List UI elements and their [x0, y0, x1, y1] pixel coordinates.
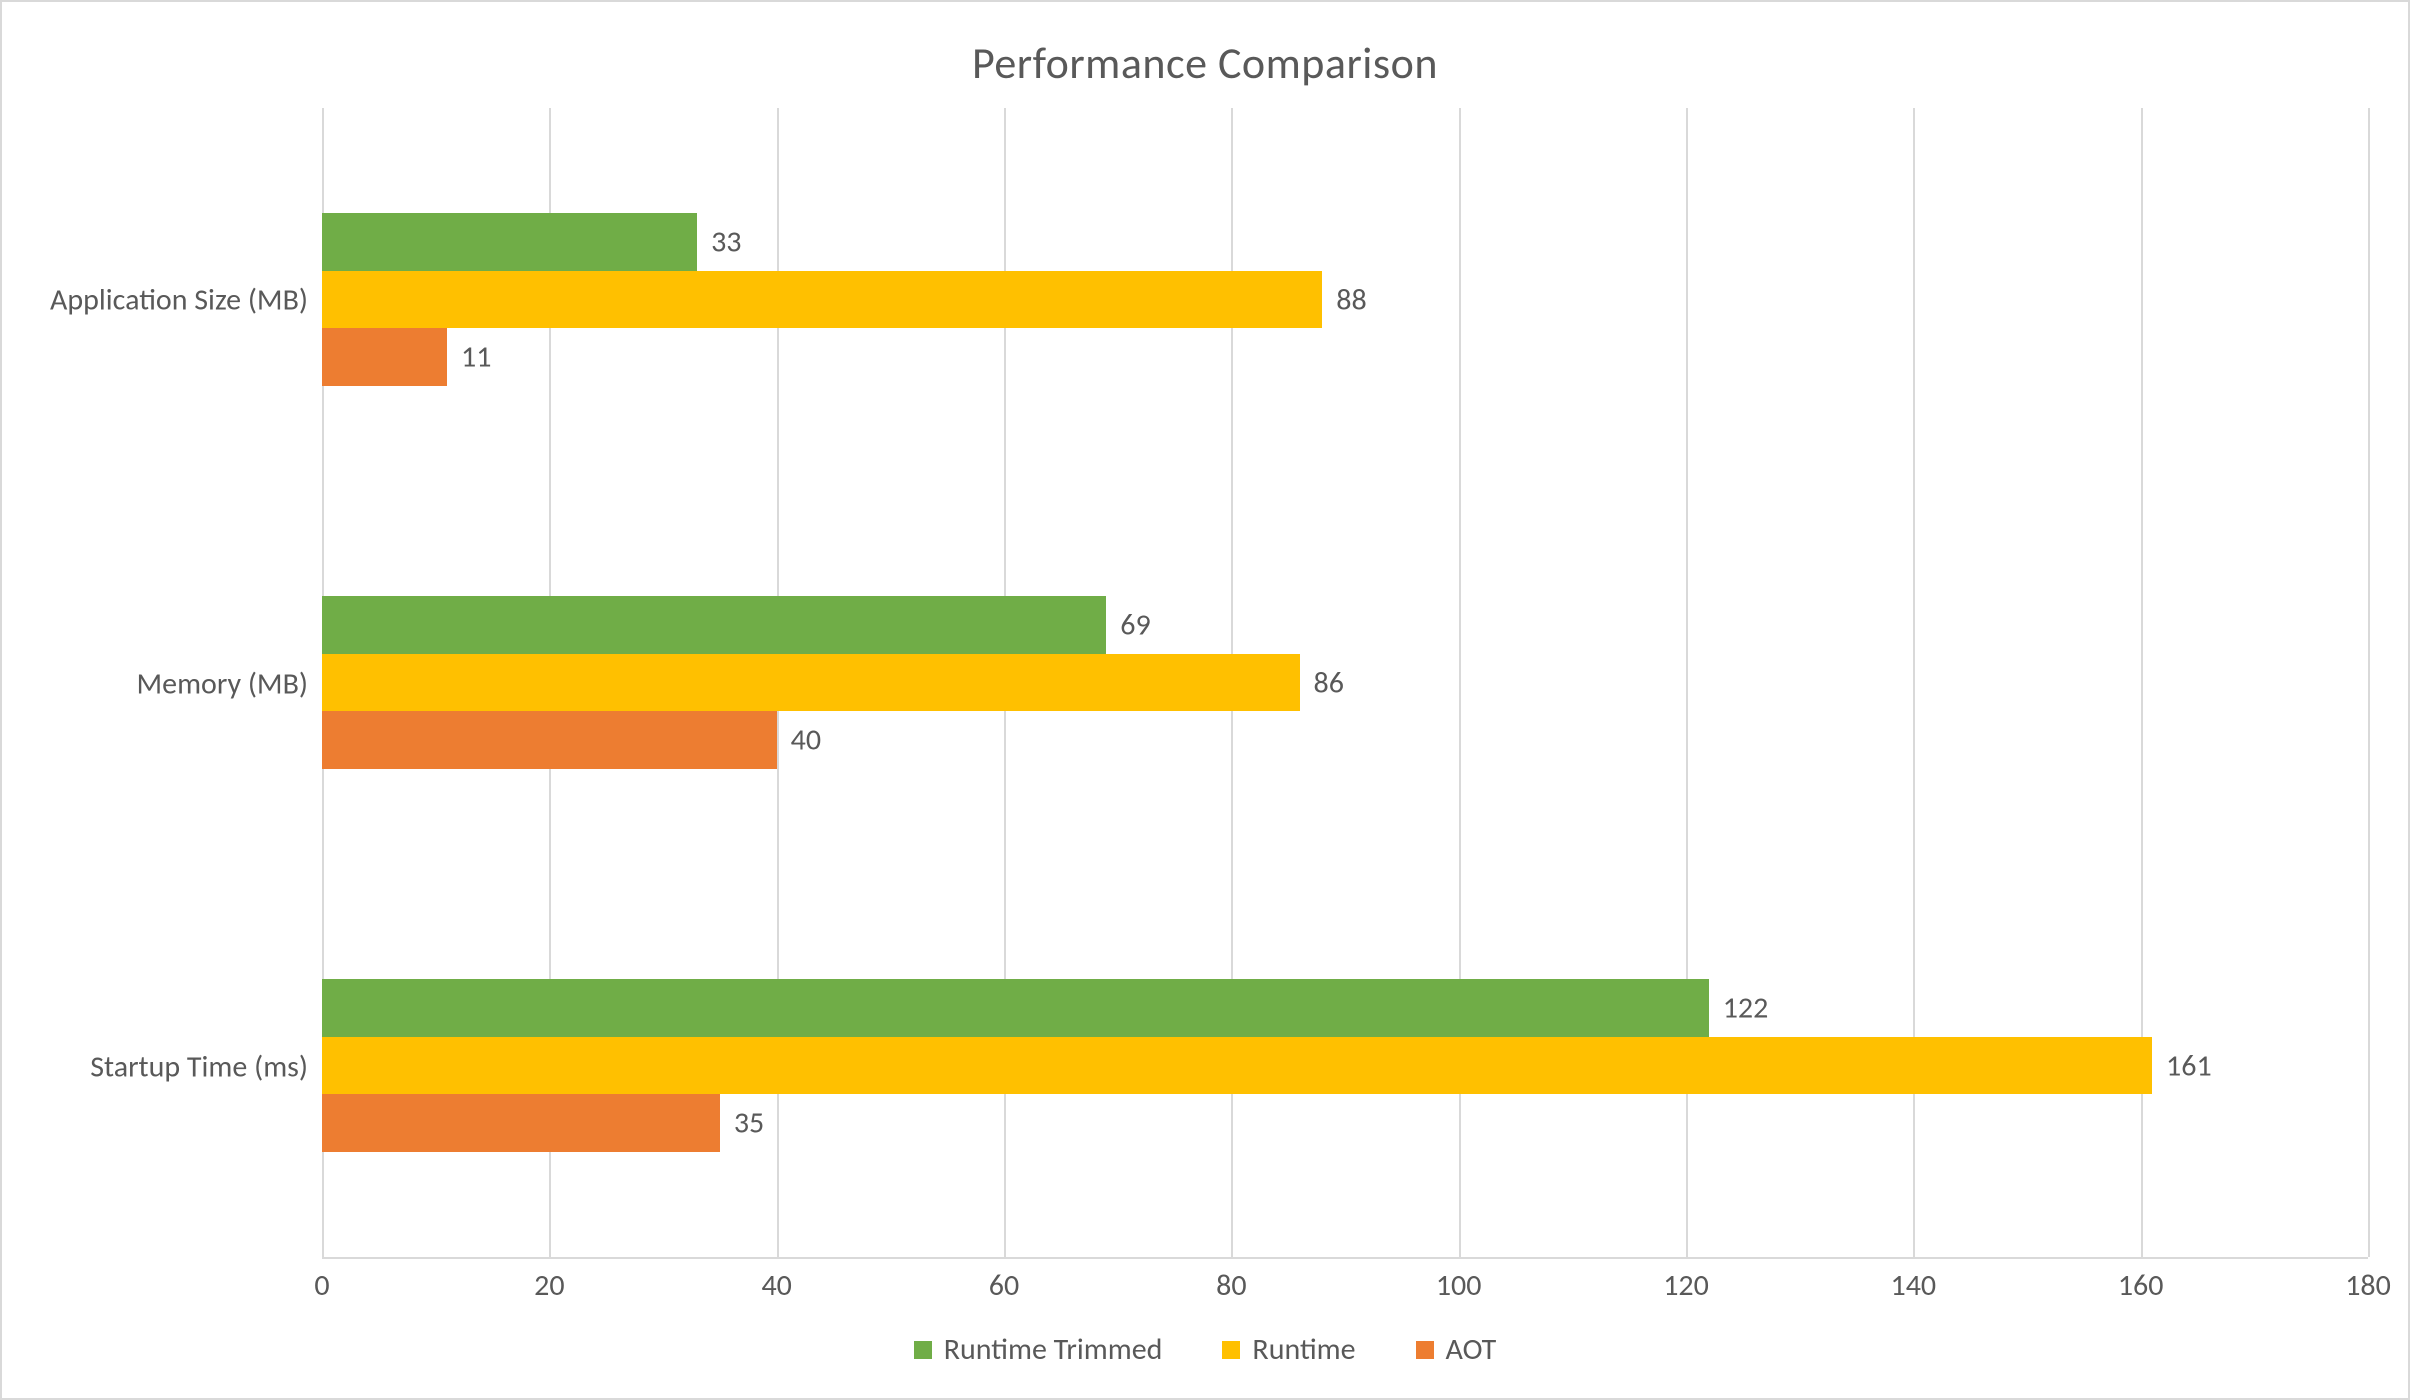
legend-item: Runtime Trimmed	[914, 1331, 1163, 1368]
bar-value-label: 11	[461, 338, 491, 375]
gridline	[2368, 108, 2370, 1257]
legend-swatch	[1416, 1341, 1434, 1359]
plot-area: 122 161 35 69 86 40 33 88 11	[322, 108, 2368, 1259]
legend-swatch	[914, 1341, 932, 1359]
bar	[322, 1094, 720, 1151]
bar-value-label: 122	[1723, 990, 1769, 1027]
y-axis-labels: Startup Time (ms) Memory (MB) Application …	[42, 108, 322, 1259]
bar	[322, 711, 777, 768]
x-axis-row: 020406080100120140160180	[42, 1259, 2368, 1313]
bar-value-label: 88	[1336, 281, 1366, 318]
x-tick-label: 100	[1436, 1267, 1482, 1304]
x-tick-label: 60	[989, 1267, 1019, 1304]
x-tick-label: 0	[314, 1267, 329, 1304]
x-axis: 020406080100120140160180	[322, 1259, 2368, 1313]
bar-value-label: 35	[734, 1104, 764, 1141]
x-tick-label: 80	[1216, 1267, 1246, 1304]
x-tick-label: 180	[2345, 1267, 2391, 1304]
chart-title: Performance Comparison	[42, 36, 2368, 90]
bar-value-label: 40	[791, 721, 821, 758]
bar	[322, 654, 1300, 711]
x-tick-label: 40	[761, 1267, 791, 1304]
category-label: Startup Time (ms)	[90, 1049, 308, 1086]
legend-label: AOT	[1446, 1331, 1497, 1368]
legend-item: Runtime	[1222, 1331, 1355, 1368]
bar	[322, 596, 1106, 653]
chart-frame: Performance Comparison Startup Time (ms)…	[0, 0, 2410, 1400]
x-tick-label: 120	[1663, 1267, 1709, 1304]
bar-value-label: 69	[1120, 607, 1150, 644]
bar	[322, 213, 697, 270]
x-tick-label: 160	[2118, 1267, 2164, 1304]
bar	[322, 328, 447, 385]
category-label: Application Size (MB)	[50, 281, 308, 318]
bar	[322, 271, 1322, 328]
legend-label: Runtime	[1252, 1331, 1355, 1368]
x-tick-label: 20	[534, 1267, 564, 1304]
x-axis-spacer	[42, 1259, 322, 1313]
x-tick-label: 140	[1891, 1267, 1937, 1304]
bar-value-label: 86	[1314, 664, 1344, 701]
bar	[322, 1037, 2152, 1094]
legend: Runtime Trimmed Runtime AOT	[42, 1331, 2368, 1368]
bar	[322, 979, 1709, 1036]
category-label: Memory (MB)	[137, 665, 309, 702]
legend-label: Runtime Trimmed	[944, 1331, 1163, 1368]
legend-item: AOT	[1416, 1331, 1497, 1368]
bar-value-label: 33	[711, 224, 741, 261]
plot-row: Startup Time (ms) Memory (MB) Application …	[42, 108, 2368, 1259]
legend-swatch	[1222, 1341, 1240, 1359]
bar-value-label: 161	[2166, 1047, 2212, 1084]
